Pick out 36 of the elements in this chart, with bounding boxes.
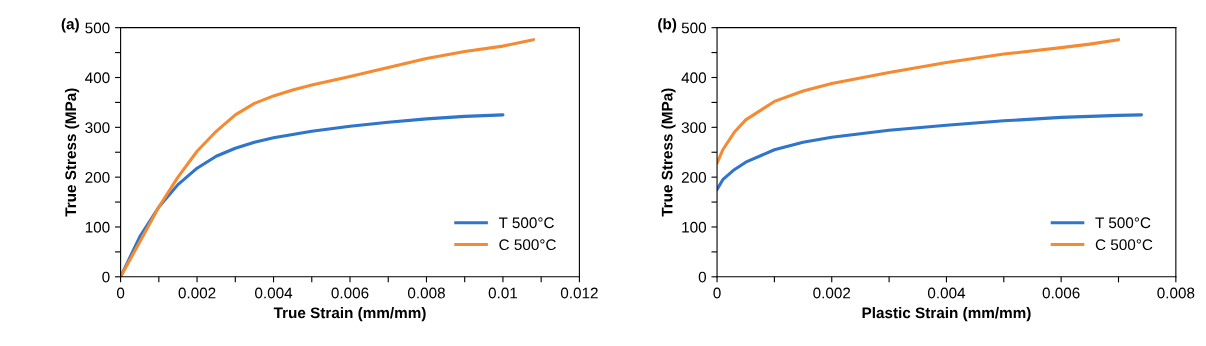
x-tick-label: 0 — [713, 287, 721, 299]
x-tick-label: 0.004 — [927, 287, 966, 299]
y-tick-label: 400 — [681, 72, 707, 84]
x-tick-label: 0 — [116, 287, 125, 299]
x-tick-label: 0.012 — [560, 287, 598, 299]
x-tick-label: 0.002 — [813, 287, 851, 299]
x-tick-label: 0.006 — [331, 287, 369, 299]
y-tick-label: 500 — [681, 22, 707, 34]
y-tick-label: 200 — [681, 172, 707, 183]
y-axis-title: True Stress (MPa) — [64, 88, 80, 217]
x-tick-label: 0.004 — [255, 287, 293, 299]
x-tick-label: 0.002 — [178, 287, 216, 299]
y-tick-label: 300 — [85, 122, 110, 134]
y-tick-label: 0 — [698, 271, 707, 283]
y-tick-label: 300 — [681, 122, 707, 134]
y-axis-title: True Stress (MPa) — [661, 88, 676, 217]
x-tick-label: 0.008 — [1157, 287, 1195, 299]
legend-label: C 500°C — [499, 239, 556, 251]
legend-label: T 500°C — [1095, 217, 1151, 229]
chart-title: (a) — [61, 18, 79, 33]
x-tick-label: 0.008 — [407, 287, 445, 299]
y-tick-label: 100 — [85, 221, 110, 233]
x-tick-label: 0.006 — [1042, 287, 1080, 299]
y-tick-label: 100 — [682, 221, 707, 233]
x-axis-title: True Strain (mm/mm) — [273, 307, 426, 322]
legend-label: C 500°C — [1095, 239, 1153, 251]
y-tick-label: 0 — [102, 271, 110, 283]
chart-title: (b) — [658, 18, 677, 33]
x-axis-title: Plastic Strain (mm/mm) — [862, 307, 1031, 322]
line-series — [717, 38, 1121, 165]
x-tick-label: 0.01 — [488, 287, 518, 299]
y-tick-label: 500 — [85, 22, 110, 34]
y-tick-label: 200 — [85, 172, 110, 183]
line-series — [717, 113, 1143, 192]
y-tick-label: 400 — [85, 72, 110, 84]
legend-label: T 500°C — [498, 217, 554, 229]
